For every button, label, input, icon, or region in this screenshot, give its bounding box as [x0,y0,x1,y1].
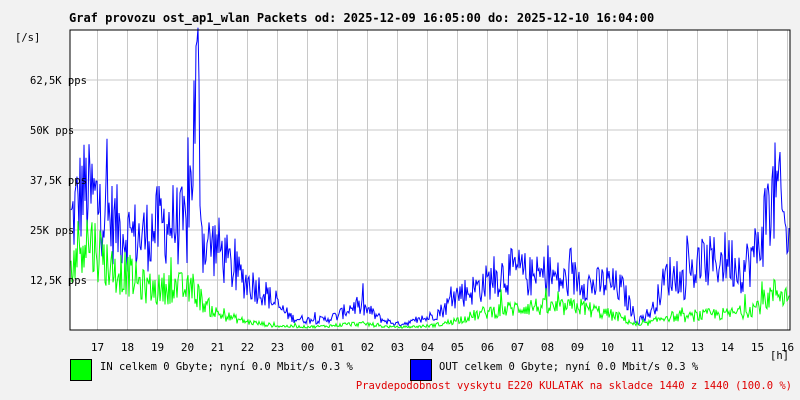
y-tick-label: 25K pps [30,225,74,237]
x-tick-label: 14 [721,341,735,354]
tick-labels: 17 18 19 20 21 22 23 00 01 02 03 04 05 06 07 08 09 10 11 12… [15,32,794,362]
x-tick-label: 04 [421,341,435,354]
x-tick-label: 18 [121,341,134,354]
x-tick-label: 11 [631,341,644,354]
legend-out-label: OUT celkem 0 Gbyte; nyní 0.0 Mbit/s 0.3 … [439,361,699,373]
x-tick-label: 03 [391,341,404,354]
x-tick-label: 21 [211,341,224,354]
x-tick-label: 20 [181,341,194,354]
x-tick-label: 06 [481,341,494,354]
legend-in-swatch [70,359,92,381]
x-tick-label: 09 [571,341,584,354]
x-tick-label: 23 [271,341,284,354]
x-tick-label: 15 [751,341,764,354]
x-tick-label: 00 [301,341,314,354]
x-tick-label: 01 [331,341,344,354]
y-tick-label: 37,5K pps [30,175,87,187]
legend-in-label: IN celkem 0 Gbyte; nyní 0.0 Mbit/s 0.3 % [100,361,353,373]
x-tick-label: 16 [781,341,794,354]
x-tick-label: 07 [511,341,524,354]
chart-title: Graf provozu ost_ap1_wlan Packets od: 20… [69,11,655,25]
x-tick-label: 13 [691,341,704,354]
y-tick-label: 62,5K pps [30,75,87,87]
x-axis-unit: [h] [770,350,789,362]
footer-note: Pravdepodobnost vyskytu E220 KULATAK na … [355,380,792,392]
x-tick-label: 08 [541,341,554,354]
x-tick-label: 19 [151,341,164,354]
series-out-line [70,27,790,328]
y-tick-label: 12,5K pps [30,275,87,287]
plot-frame [69,29,791,331]
x-tick-label: 22 [241,341,254,354]
x-tick-label: 05 [451,341,464,354]
y-tick-label: 50K pps [30,125,74,137]
x-tick-label: 12 [661,341,674,354]
series-in-line [70,219,790,329]
x-tick-label: 02 [361,341,374,354]
axes [69,29,791,331]
legend-out-swatch [410,359,432,381]
series-group [70,27,790,329]
y-axis-unit: [/s] [15,32,40,44]
x-tick-label: 10 [601,341,614,354]
x-tick-label: 17 [91,341,104,354]
